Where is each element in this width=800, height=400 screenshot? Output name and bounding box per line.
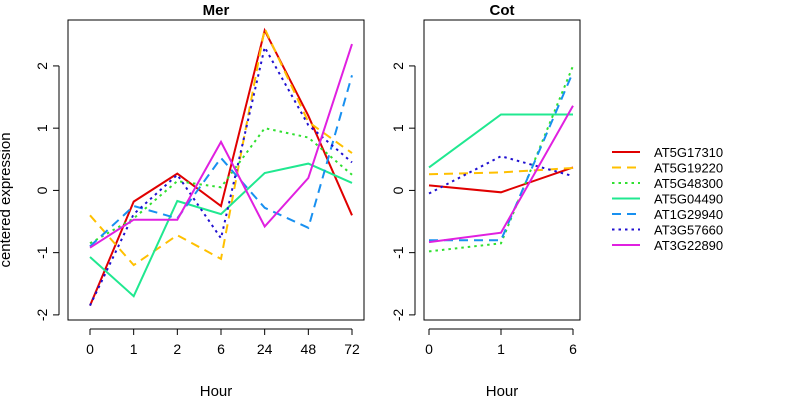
series-line-at3g22890 bbox=[428, 105, 574, 244]
plot-frame bbox=[67, 19, 365, 321]
legend-item: AT1G29940 bbox=[612, 207, 723, 222]
legend-item: AT5G48300 bbox=[612, 176, 723, 191]
series-line-at5g04490 bbox=[428, 113, 573, 169]
series-line-at5g19220 bbox=[428, 167, 574, 176]
series-line-at5g04490 bbox=[89, 162, 353, 298]
legend-label: AT5G17310 bbox=[654, 145, 723, 160]
x-tick-label: 72 bbox=[344, 341, 360, 357]
y-tick-label: -1 bbox=[390, 246, 406, 259]
y-tick-label: 0 bbox=[390, 186, 406, 194]
panel-title: Cot bbox=[490, 2, 515, 19]
panel-mer: Mer 0 1 2 6 24 48 72 Hour -2 -1 0 1 2 bbox=[34, 2, 365, 400]
y-tick-label: -1 bbox=[34, 246, 50, 259]
x-axis-label: Hour bbox=[200, 383, 233, 400]
y-tick-label: 0 bbox=[34, 186, 50, 194]
legend-label: AT3G22890 bbox=[654, 238, 723, 253]
series-line-at5g48300 bbox=[428, 65, 574, 253]
legend-label: AT5G19220 bbox=[654, 161, 723, 176]
panel-title: Mer bbox=[203, 2, 230, 19]
legend-item: AT3G57660 bbox=[612, 223, 723, 238]
y-tick-label: 1 bbox=[390, 124, 406, 132]
y-tick-label: -2 bbox=[34, 308, 50, 321]
x-tick-label: 2 bbox=[173, 341, 181, 357]
y-tick-label: 2 bbox=[390, 62, 406, 70]
legend-label: AT5G04490 bbox=[654, 192, 723, 207]
series-line-at5g48300 bbox=[89, 127, 353, 245]
x-tick-label: 24 bbox=[257, 341, 273, 357]
series-line-at3g57660 bbox=[89, 44, 353, 307]
y-axis-label: centered expression bbox=[0, 132, 14, 267]
legend-item: AT5G04490 bbox=[612, 192, 723, 207]
plot-frame bbox=[423, 19, 581, 321]
series-line-at5g17310 bbox=[89, 27, 353, 306]
x-tick-label: 1 bbox=[130, 341, 138, 357]
series-line-at3g57660 bbox=[428, 155, 574, 195]
legend-label: AT5G48300 bbox=[654, 176, 723, 191]
y-tick-label: 2 bbox=[34, 62, 50, 70]
x-axis-label: Hour bbox=[486, 383, 519, 400]
legend-label: AT1G29940 bbox=[654, 207, 723, 222]
legend: AT5G17310AT5G19220AT5G48300AT5G04490AT1G… bbox=[612, 145, 723, 253]
x-tick-label: 0 bbox=[86, 341, 94, 357]
x-tick-label: 6 bbox=[569, 341, 577, 357]
legend-label: AT3G57660 bbox=[654, 223, 723, 238]
series-line-at3g22890 bbox=[89, 43, 353, 249]
series-line-at1g29940 bbox=[429, 71, 574, 242]
legend-item: AT5G17310 bbox=[612, 145, 723, 160]
legend-item: AT5G19220 bbox=[612, 161, 723, 176]
panel-cot: Cot 0 1 6 Hour -2 -1 0 1 2 bbox=[390, 2, 581, 400]
x-tick-label: 6 bbox=[217, 341, 225, 357]
chart-panels: Mer 0 1 2 6 24 48 72 Hour -2 -1 0 1 2 Cot 0 1 6 Hour -2 -1 0 1… bbox=[34, 2, 581, 400]
series-line-at5g19220 bbox=[89, 25, 353, 267]
y-tick-label: -2 bbox=[390, 308, 406, 321]
x-tick-label: 1 bbox=[497, 341, 505, 357]
series-line-at5g17310 bbox=[428, 166, 574, 194]
series-line-at1g29940 bbox=[89, 75, 353, 248]
legend-item: AT3G22890 bbox=[612, 238, 723, 253]
x-tick-label: 0 bbox=[425, 341, 433, 357]
y-tick-label: 1 bbox=[34, 124, 50, 132]
x-tick-label: 48 bbox=[301, 341, 317, 357]
